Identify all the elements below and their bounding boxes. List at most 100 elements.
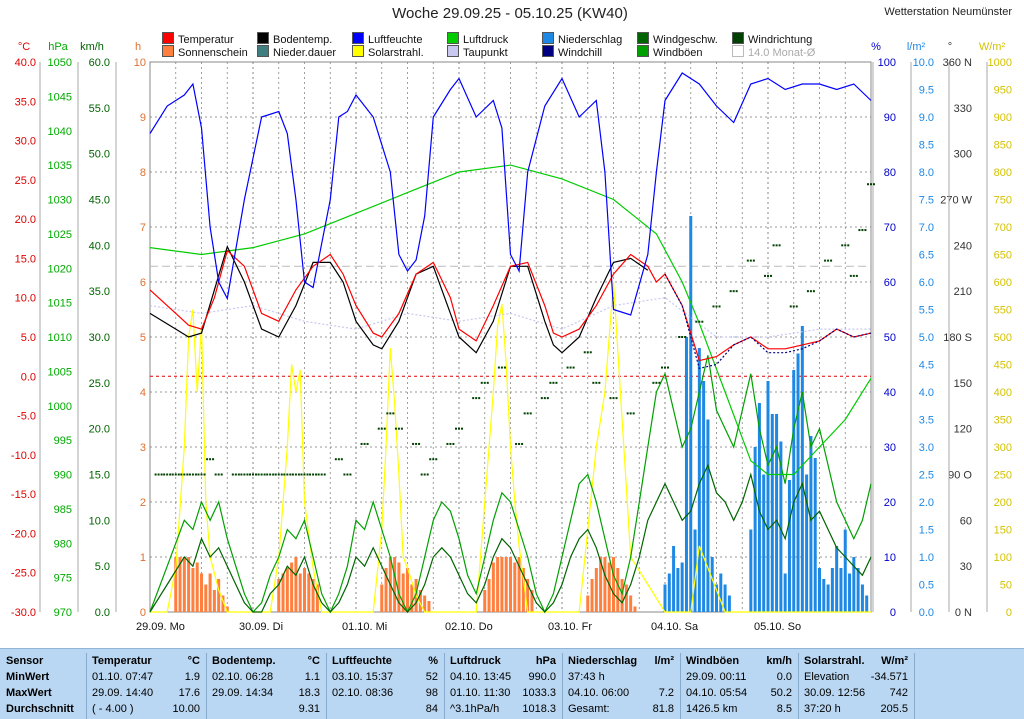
axis-tick-label: 400 [994,387,1012,399]
legend-item: Windrichtung [732,32,812,46]
stats-cell-value: 98 [425,687,438,699]
stats-row-label: Durchschnitt [6,703,74,715]
stats-cell-label: 37:20 h [804,703,841,715]
wind-direction-dot [778,244,781,247]
precipitation-bar [680,562,684,612]
sunshine-bar [517,557,521,612]
axis-tick-label: 2.0 [919,497,934,509]
sunshine-bar [290,562,294,612]
wind-direction-dot [206,458,209,461]
axis-tick-label: 20.0 [89,424,110,436]
wind-direction-dot [873,183,875,186]
wind-direction-dot [809,290,812,293]
wind-direction-dot [609,397,612,400]
pressure-line [149,164,872,476]
wind-direction-dot [432,458,435,461]
axis-tick-label: 8.0 [919,167,934,179]
axis-tick-label: 40 [884,387,896,399]
stats-row: 29.09. 00:11 0.0 [680,669,798,685]
precipitation-bar [839,568,843,612]
legend-label: Temperatur [178,34,234,46]
legend-swatch [352,32,364,44]
axis-tick-label: 300 [994,442,1012,454]
stats-cell-label: 04.10. 06:00 [568,687,630,699]
axis-tick-label: 0 N [955,607,972,619]
wind-direction-dot [257,473,260,476]
sunshine-bar [281,573,285,612]
sunshine-bar [423,595,427,612]
legend-swatch [162,45,174,57]
axis-tick-label: 360 N [943,57,972,69]
wind-direction-dot [830,259,833,262]
stats-row: 04.10. 13:45 990.0 [444,669,562,685]
wind-direction-dot [583,351,586,354]
axis-tick-label: 700 [994,222,1012,234]
axis-tick-label: 240 [954,240,972,252]
wind-direction-dot [772,244,775,247]
axis-tick-label: 2.5 [919,470,934,482]
wind-direction-dot [340,458,343,461]
axis-tick-label: -5.0 [17,411,36,423]
station-name: Wetterstation Neumünster [884,6,1012,18]
precipitation-bar [775,414,779,612]
precipitation-bar [719,573,723,612]
axis-tick-label: 150 [954,378,972,390]
sunshine-bar [491,562,495,612]
stats-cell-value: 84 [425,703,438,715]
legend-label: Bodentemp. [273,34,333,46]
precipitation-bar [792,370,796,612]
sunshine-bar [633,606,637,612]
precipitation-bar [672,546,676,612]
wind-direction-dot [274,473,277,476]
wind-direction-dot [586,351,589,354]
stats-header: Temperatur °C [86,653,206,669]
axis-tick-label: 0.5 [919,580,934,592]
wind-direction-dot [615,397,618,400]
sunshine-bar [624,584,628,612]
sunshine-bar [620,579,624,612]
axis-tick-label: 800 [994,167,1012,179]
stats-cell-value: 81.8 [652,703,674,715]
wind-direction-dot [420,473,423,476]
stats-cell-value: 205.5 [880,703,908,715]
wind-direction-dot [841,244,844,247]
wind-direction-dot [598,381,601,384]
wind-direction-dot [749,259,752,262]
sunshine-bar [315,584,319,612]
wind-direction-dot [194,473,197,476]
stats-header: Sensor [0,653,86,669]
axis-tick-label: 90 O [948,470,972,482]
axis-tick-label: 90 [884,112,896,124]
axis-tick-label: 9.0 [919,112,934,124]
axis-tick-label: 6.5 [919,250,934,262]
axis-unit-label: % [871,41,881,53]
axis-tick-label: 5.0 [21,332,36,344]
precipitation-bar [770,414,774,612]
precipitation-bar [805,474,809,612]
sunshine-bar [384,568,388,612]
wind-direction-dot [661,366,663,369]
stats-row: Elevation -34.571 [798,669,914,685]
wind-direction-dot [632,412,635,415]
wind-direction-dot [612,397,615,400]
legend-item: Niederschlag [542,32,622,46]
stats-cell-label: 1426.5 km [686,703,738,715]
sunshine-bar [500,557,504,612]
axis-tick-label: -25.0 [11,568,36,580]
axis-tick-label: 30 [884,442,896,454]
stats-cell-label: Gesamt: [568,703,610,715]
axis-tick-label: -15.0 [11,489,36,501]
legend-item: 14.0 Monat-Ø [732,45,815,59]
wind-direction-dot [377,427,380,430]
wind-direction-dot [521,442,524,445]
sunshine-bar [285,568,289,612]
wind-direction-dot [180,473,183,476]
stats-cell-value: 50.2 [770,687,792,699]
wind-direction-dot [286,473,289,476]
wind-direction-dot [735,290,738,293]
axis-tick-label: 330 [954,103,972,115]
axis-tick-label: 4.5 [919,360,934,372]
stats-cell-label: 29.09. 00:11 [686,671,747,683]
legend-swatch [732,45,744,57]
axis-tick-label: 6.0 [919,277,934,289]
